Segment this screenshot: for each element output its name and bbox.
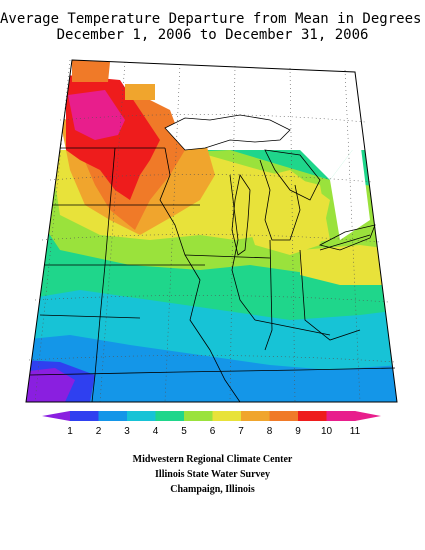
legend-label: 7 <box>238 426 244 437</box>
contour-fields <box>26 60 397 402</box>
legend-label: 6 <box>209 426 216 437</box>
lake-superior <box>165 115 290 150</box>
legend-arrow-high <box>355 411 381 421</box>
legend-swatch <box>184 411 213 421</box>
zone-1to2 <box>26 368 75 402</box>
no-data-canada <box>80 60 360 180</box>
legend-label: 11 <box>349 426 361 437</box>
zone-7to8-east <box>245 170 330 255</box>
map-frame <box>25 59 398 403</box>
legend-label: 1 <box>67 426 73 437</box>
legend-swatch <box>212 411 242 421</box>
credit-line-2: Illinois State Water Survey <box>155 469 270 480</box>
zone-top-orange <box>72 60 110 82</box>
legend-label: 9 <box>295 426 301 437</box>
zone-3to4 <box>26 335 397 402</box>
legend-label: 8 <box>266 426 273 437</box>
great-lakes-outlines <box>164 114 376 256</box>
legend-swatch <box>326 411 356 421</box>
legend-label: 3 <box>124 426 130 437</box>
legend-label: 10 <box>320 426 333 437</box>
map-title-line-1: Average Temperature Departure from Mean … <box>0 11 425 27</box>
legend-label: 4 <box>152 426 159 437</box>
legend-label: 5 <box>181 426 187 437</box>
temperature-departure-map <box>25 59 398 421</box>
map-title-line-2: December 1, 2006 to December 31, 2006 <box>56 27 369 43</box>
legend-swatch <box>269 411 299 421</box>
no-data-ontario <box>330 140 370 240</box>
legend-swatch <box>70 411 99 421</box>
legend-label: 2 <box>95 426 102 437</box>
legend-swatch <box>241 411 270 421</box>
zone-7to8-ohio <box>300 245 397 285</box>
legend-arrow-low <box>42 411 70 421</box>
legend-swatch <box>98 411 128 421</box>
state-boundaries <box>29 147 396 403</box>
credit-line-3: Champaign, Illinois <box>170 484 255 495</box>
legend-swatch <box>298 411 327 421</box>
color-legend <box>42 411 381 421</box>
zone-above-11 <box>68 90 125 140</box>
credit-line-1: Midwestern Regional Climate Center <box>132 454 293 465</box>
zone-top-orange2 <box>125 84 155 100</box>
legend-swatch <box>155 411 185 421</box>
legend-swatch <box>127 411 156 421</box>
